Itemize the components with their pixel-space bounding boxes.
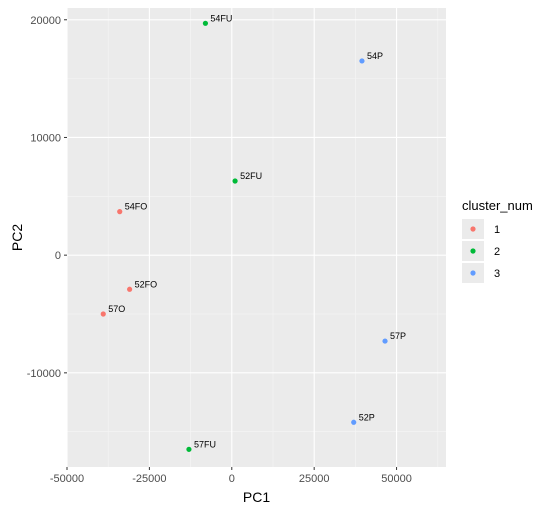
data-point bbox=[382, 338, 388, 344]
data-point bbox=[117, 209, 123, 215]
gridlines bbox=[66, 8, 446, 467]
point-label: 57O bbox=[108, 304, 125, 314]
data-point bbox=[127, 286, 133, 292]
y-tick-label: 10000 bbox=[30, 132, 61, 144]
point-label: 57FU bbox=[194, 439, 216, 449]
x-tick-label: 50000 bbox=[381, 473, 412, 485]
legend-label: 1 bbox=[494, 224, 500, 236]
data-point bbox=[202, 20, 209, 26]
point-label: 57P bbox=[390, 331, 406, 341]
data-point bbox=[100, 311, 106, 317]
point-label: 52P bbox=[359, 412, 375, 422]
legend-label: 3 bbox=[494, 268, 500, 280]
data-point bbox=[351, 419, 357, 425]
y-axis-title: PC2 bbox=[9, 224, 25, 251]
legend-swatch bbox=[470, 248, 476, 254]
data-point bbox=[232, 178, 238, 184]
legend-title: cluster_num bbox=[462, 198, 533, 213]
data-points: 54FU 54P 52FU 54FO 52FO 57O 57P 52P 57FU bbox=[100, 13, 406, 452]
point-label: 52FO bbox=[135, 279, 158, 289]
x-tick-label: 25000 bbox=[299, 473, 330, 485]
y-tick-label: 20000 bbox=[30, 15, 61, 27]
x-axis-title: PC1 bbox=[243, 489, 270, 505]
legend-swatch bbox=[470, 226, 476, 232]
point-label: 54FO bbox=[125, 202, 148, 212]
point-label: 52FU bbox=[240, 171, 262, 181]
legend-label: 2 bbox=[494, 246, 500, 258]
panel-background bbox=[67, 8, 446, 467]
legend: cluster_num 1 2 3 bbox=[462, 198, 533, 283]
legend-swatch bbox=[470, 270, 476, 276]
y-tick-label: 0 bbox=[55, 250, 61, 262]
data-point bbox=[359, 58, 365, 64]
point-label: 54FU bbox=[210, 13, 232, 23]
x-tick-label: -25000 bbox=[132, 473, 166, 485]
point-label: 54P bbox=[367, 51, 383, 61]
data-point bbox=[186, 446, 192, 452]
y-tick-label: -10000 bbox=[27, 368, 61, 380]
x-tick-label: -50000 bbox=[50, 473, 84, 485]
axis-ticks: -50000 -25000 0 25000 50000 -10000 0 10000 20000 bbox=[27, 15, 412, 485]
x-tick-label: 0 bbox=[229, 473, 235, 485]
